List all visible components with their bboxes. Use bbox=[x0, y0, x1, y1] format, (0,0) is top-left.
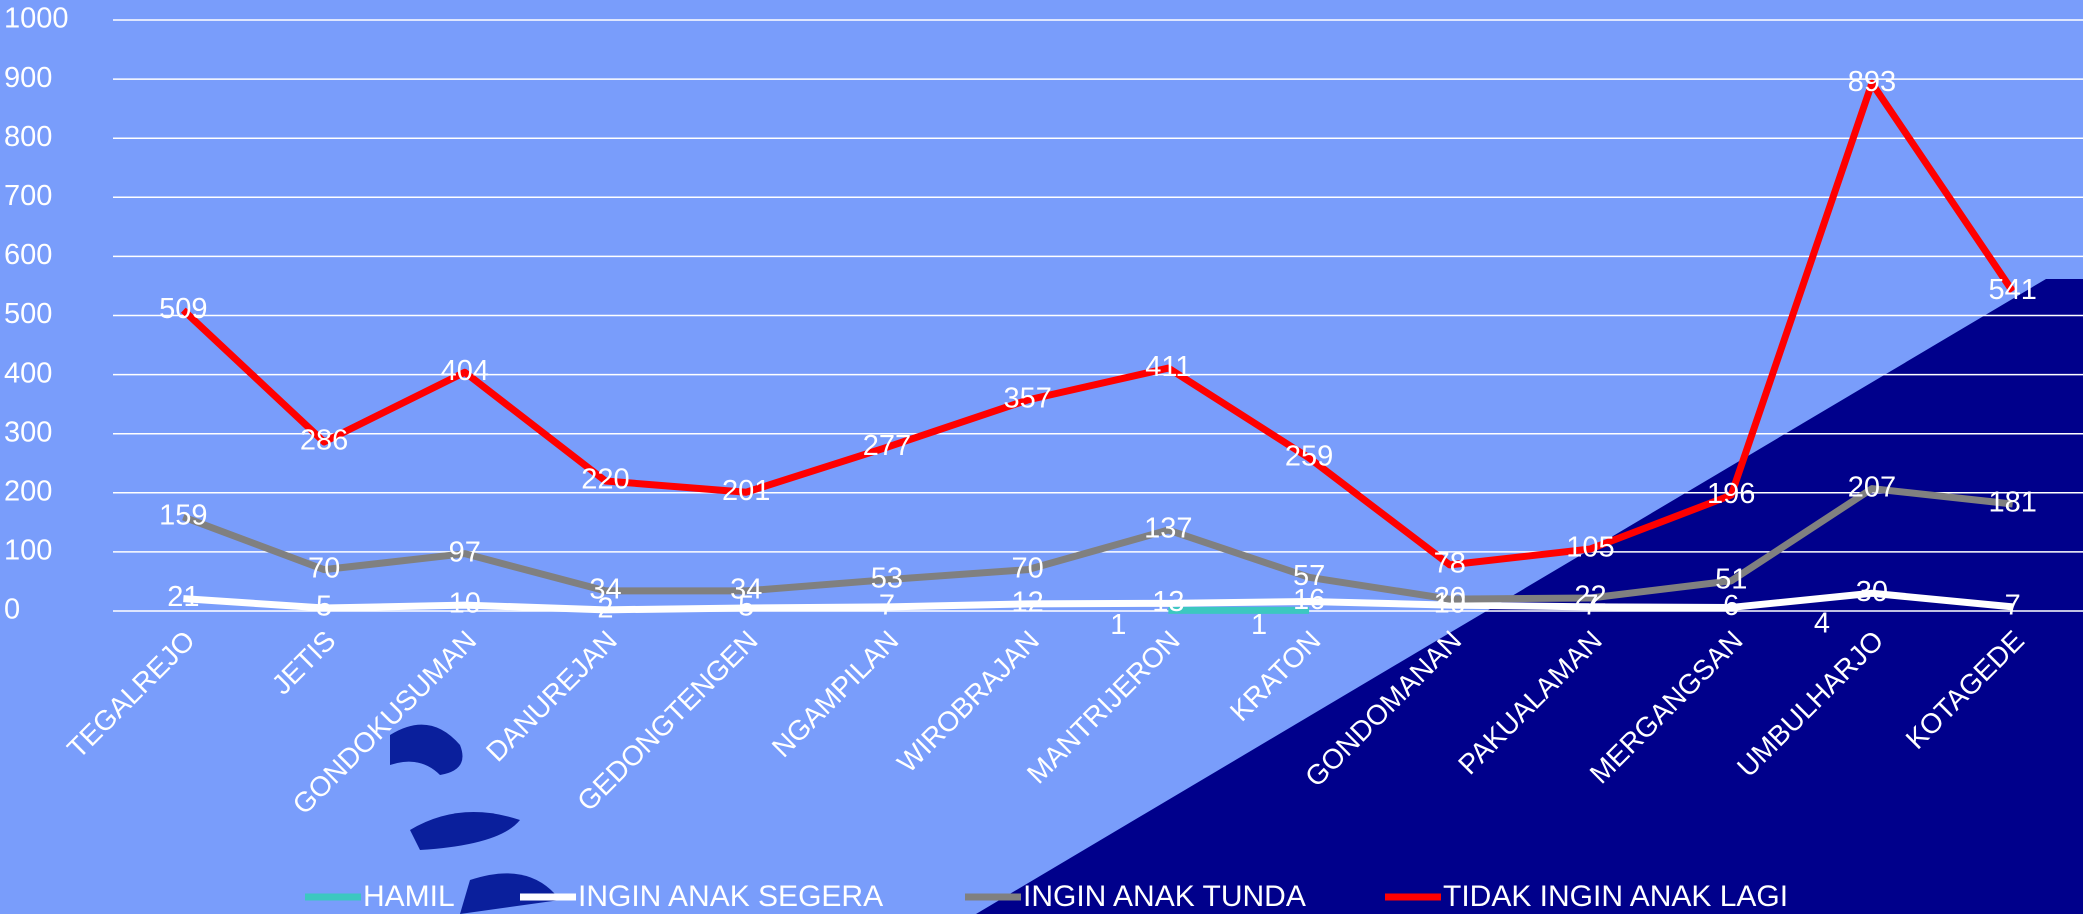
data-label: 51 bbox=[1715, 564, 1747, 596]
data-label: 286 bbox=[300, 425, 348, 457]
data-label: 21 bbox=[167, 581, 199, 613]
chart: 01002003004005006007008009001000TEGALREJ… bbox=[0, 0, 2083, 914]
data-label: 34 bbox=[730, 574, 762, 606]
data-label: 259 bbox=[1285, 441, 1333, 473]
data-label: 53 bbox=[871, 562, 903, 594]
y-tick-label: 300 bbox=[4, 416, 52, 448]
data-label: 207 bbox=[1848, 471, 1896, 503]
data-label: 509 bbox=[159, 293, 207, 325]
data-label: 541 bbox=[1988, 274, 2036, 306]
y-tick-label: 0 bbox=[4, 594, 20, 626]
data-label: 97 bbox=[449, 536, 481, 568]
y-tick-label: 400 bbox=[4, 357, 52, 389]
data-label: 181 bbox=[1988, 487, 2036, 519]
data-label: 159 bbox=[159, 500, 207, 532]
data-label: 893 bbox=[1848, 66, 1896, 98]
y-tick-label: 800 bbox=[4, 121, 52, 153]
data-label: 137 bbox=[1144, 513, 1192, 545]
data-label: 105 bbox=[1566, 532, 1614, 564]
data-label: 4 bbox=[1814, 607, 1830, 639]
data-label: 357 bbox=[1003, 383, 1051, 415]
legend-label: INGIN ANAK SEGERA bbox=[578, 880, 883, 913]
data-label: 70 bbox=[1012, 552, 1044, 584]
y-tick-label: 700 bbox=[4, 180, 52, 212]
data-label: 57 bbox=[1293, 560, 1325, 592]
data-label: 201 bbox=[722, 475, 770, 507]
legend-label: HAMIL bbox=[363, 880, 455, 913]
data-label: 34 bbox=[589, 574, 621, 606]
y-tick-label: 900 bbox=[4, 62, 52, 94]
data-label: 411 bbox=[1145, 351, 1191, 383]
data-label: 13 bbox=[1152, 586, 1184, 618]
data-label: 7 bbox=[2005, 590, 2021, 622]
legend-label: INGIN ANAK TUNDA bbox=[1023, 880, 1306, 913]
data-label: 10 bbox=[449, 588, 481, 620]
data-label: 30 bbox=[1856, 576, 1888, 608]
y-tick-label: 1000 bbox=[4, 3, 69, 35]
data-label: 20 bbox=[1434, 582, 1466, 614]
data-label: 1 bbox=[1251, 609, 1267, 641]
data-label: 196 bbox=[1707, 478, 1755, 510]
data-label: 70 bbox=[308, 552, 340, 584]
data-label: 5 bbox=[316, 591, 332, 623]
data-label: 78 bbox=[1434, 548, 1466, 580]
data-label: 404 bbox=[441, 355, 489, 387]
data-label: 277 bbox=[863, 430, 911, 462]
y-tick-label: 500 bbox=[4, 298, 52, 330]
y-tick-label: 600 bbox=[4, 239, 52, 271]
y-tick-label: 200 bbox=[4, 475, 52, 507]
y-tick-label: 100 bbox=[4, 535, 52, 567]
legend-label: TIDAK INGIN ANAK LAGI bbox=[1443, 880, 1788, 913]
data-label: 220 bbox=[581, 464, 629, 496]
data-label: 22 bbox=[1574, 581, 1606, 613]
data-label: 1 bbox=[1110, 609, 1126, 641]
data-label: 12 bbox=[1012, 587, 1044, 619]
